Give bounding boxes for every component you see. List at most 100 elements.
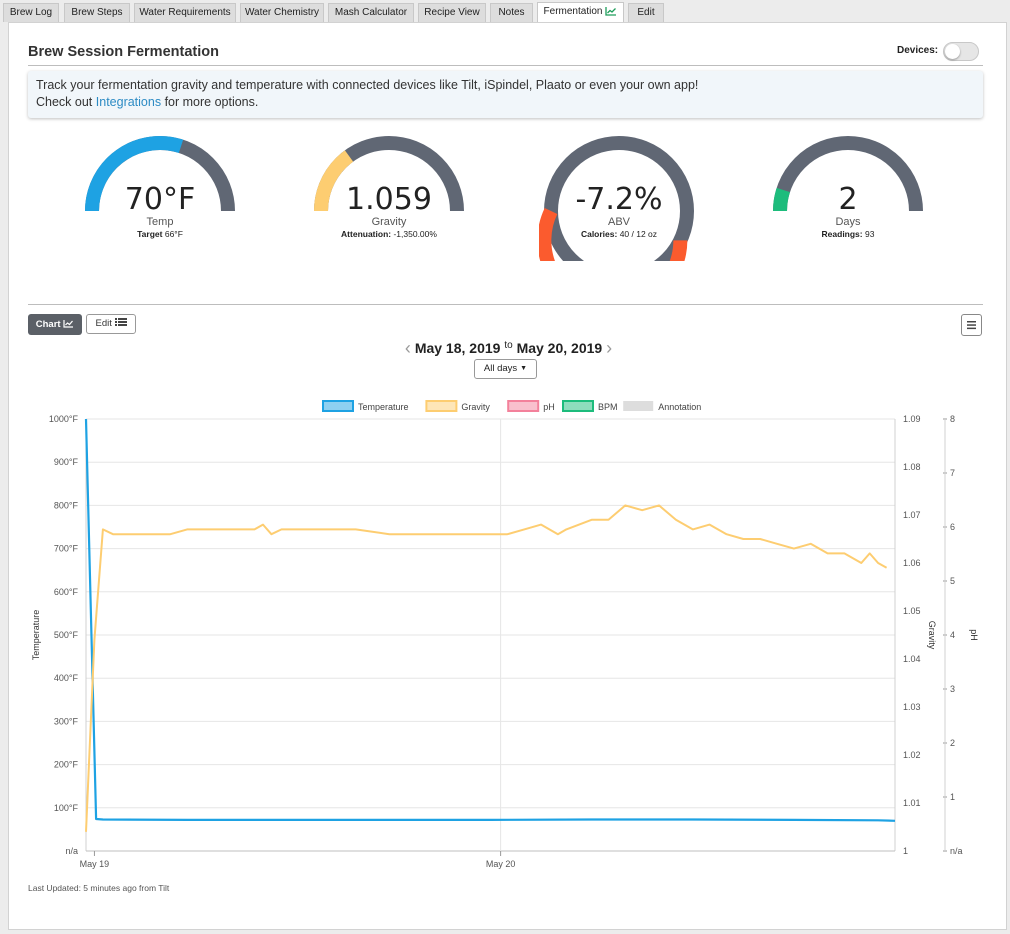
gauge-sub: Readings: 93 [768, 229, 928, 239]
hamburger-icon [962, 321, 981, 339]
gauge-value: 70°F [124, 182, 196, 217]
integrations-link[interactable]: Integrations [95, 95, 162, 109]
x-tick-label: May 19 [80, 859, 110, 869]
legend-label: BPM [598, 402, 618, 412]
chart-menu-button[interactable] [961, 314, 982, 336]
gauge-label: ABV [607, 216, 630, 228]
x-tick-label: May 20 [486, 859, 516, 869]
tab-water-requirements[interactable]: Water Requirements [134, 3, 236, 22]
y-left-title: Temperature [31, 610, 41, 661]
date-to-word: to [504, 340, 513, 351]
date-navigator: ‹ May 18, 2019 to May 20, 2019 › [9, 338, 1008, 359]
y-ph-title: pH [969, 629, 979, 641]
gauge-sub-label: Readings: [821, 229, 863, 239]
tab-label: Fermentation [543, 6, 603, 17]
devices-label: Devices: [897, 45, 939, 56]
y-ph-tick-label: 4 [950, 630, 955, 640]
temp-gauge: 70°F Temp Target 66°F [80, 131, 240, 261]
chart-view-button[interactable]: Chart [28, 314, 82, 335]
tab-edit[interactable]: Edit [628, 3, 664, 22]
chart-icon [605, 5, 617, 23]
gauge-sub-value: 93 [865, 229, 875, 239]
gauge-sub: Target 66°F [80, 229, 240, 239]
y-ph-tick-label: 6 [950, 522, 955, 532]
line-chart-icon [63, 319, 74, 330]
legend-swatch [425, 400, 458, 412]
tab-fermentation[interactable]: Fermentation [537, 2, 624, 22]
edit-button-label: Edit [95, 318, 112, 329]
y-left-tick-label: 400°F [54, 673, 79, 683]
gauge-arc [314, 136, 464, 212]
gauge-arc [85, 136, 235, 212]
gravity-gauge: 1.059 Gravity Attenuation: -1,350.00% [309, 131, 469, 261]
y-gravity-title: Gravity [927, 621, 937, 650]
tab-notes[interactable]: Notes [490, 3, 533, 22]
days-gauge: 2 Days Readings: 93 [768, 131, 928, 261]
y-ph-tick-label: 1 [950, 792, 955, 802]
y-gravity-tick-label: 1.06 [903, 558, 921, 568]
chevron-right-icon[interactable]: › [606, 338, 613, 358]
edit-readings-button[interactable]: Edit [86, 314, 136, 334]
legend-label: Annotation [658, 402, 701, 412]
list-icon [114, 318, 127, 329]
tab-label: Brew Log [9, 7, 53, 18]
y-left-tick-label: 700°F [54, 544, 79, 554]
legend-swatch [562, 400, 594, 412]
y-gravity-tick-label: 1.08 [903, 462, 921, 472]
y-ph-tick-label: n/a [950, 846, 963, 856]
y-left-tick-label: 600°F [54, 587, 79, 597]
abv-gauge: -7.2% ABV Calories: 40 / 12 oz [539, 131, 699, 261]
range-select-value: All days [483, 363, 518, 374]
toggle-knob [945, 44, 960, 59]
y-gravity-tick-label: 1.03 [903, 702, 921, 712]
y-left-tick-label: 100°F [54, 803, 79, 813]
legend-swatch [322, 400, 354, 412]
y-left-tick-label: 200°F [54, 760, 79, 770]
gauge-label: Temp [146, 216, 174, 228]
gauge-sub: Calories: 40 / 12 oz [539, 229, 699, 239]
range-select[interactable]: All days ▼ [474, 359, 537, 379]
chart-button-label: Chart [35, 319, 61, 330]
tab-mash-calculator[interactable]: Mash Calculator [328, 3, 414, 22]
y-ph-tick-label: 8 [950, 414, 955, 424]
tab-water-chemistry[interactable]: Water Chemistry [240, 3, 324, 22]
tab-recipe-view[interactable]: Recipe View [418, 3, 486, 22]
y-gravity-tick-label: 1.09 [903, 414, 921, 424]
y-ph-tick-label: 2 [950, 738, 955, 748]
gauge-sub-label: Target [137, 229, 163, 239]
tab-label: Water Requirements [139, 7, 231, 18]
devices-toggle[interactable] [943, 42, 979, 61]
divider [28, 65, 983, 66]
y-gravity-tick-label: 1 [903, 846, 908, 856]
series-line-gravity [85, 504, 888, 832]
y-gravity-tick-label: 1.05 [903, 606, 921, 616]
legend-label: Gravity [461, 402, 490, 412]
gauge-sub-label: Calories: [580, 229, 618, 239]
legend-label: Temperature [358, 402, 409, 412]
tab-label: Mash Calculator [334, 7, 408, 18]
page-title: Brew Session Fermentation [28, 44, 219, 60]
y-ph-tick-label: 3 [950, 684, 955, 694]
tab-brew-steps[interactable]: Brew Steps [64, 3, 130, 22]
gauge-arc [773, 136, 923, 212]
legend-swatch [507, 400, 540, 412]
y-left-tick-label: n/a [65, 846, 78, 856]
info-text-post: for more options. [161, 95, 259, 109]
tab-label: Water Chemistry [244, 7, 320, 18]
info-text-pre: Check out [36, 95, 96, 109]
chevron-left-icon[interactable]: ‹ [404, 338, 411, 358]
divider [28, 304, 983, 305]
gauge-arc [539, 136, 695, 261]
gauge-value: 2 [838, 182, 858, 217]
tab-brew-log[interactable]: Brew Log [3, 3, 59, 22]
gauge-sub: Attenuation: -1,350.00% [309, 229, 469, 239]
gauge-sub-value: 66°F [164, 229, 183, 239]
tab-label: Brew Steps [71, 7, 123, 18]
date-to: May 20, 2019 [516, 340, 603, 356]
y-ph-tick-label: 7 [950, 468, 955, 478]
info-text: Track your fermentation gravity and temp… [36, 78, 699, 92]
y-gravity-tick-label: 1.07 [903, 510, 921, 520]
y-left-tick-label: 900°F [54, 457, 79, 467]
y-left-tick-label: 500°F [54, 630, 79, 640]
y-gravity-tick-label: 1.02 [903, 750, 921, 760]
